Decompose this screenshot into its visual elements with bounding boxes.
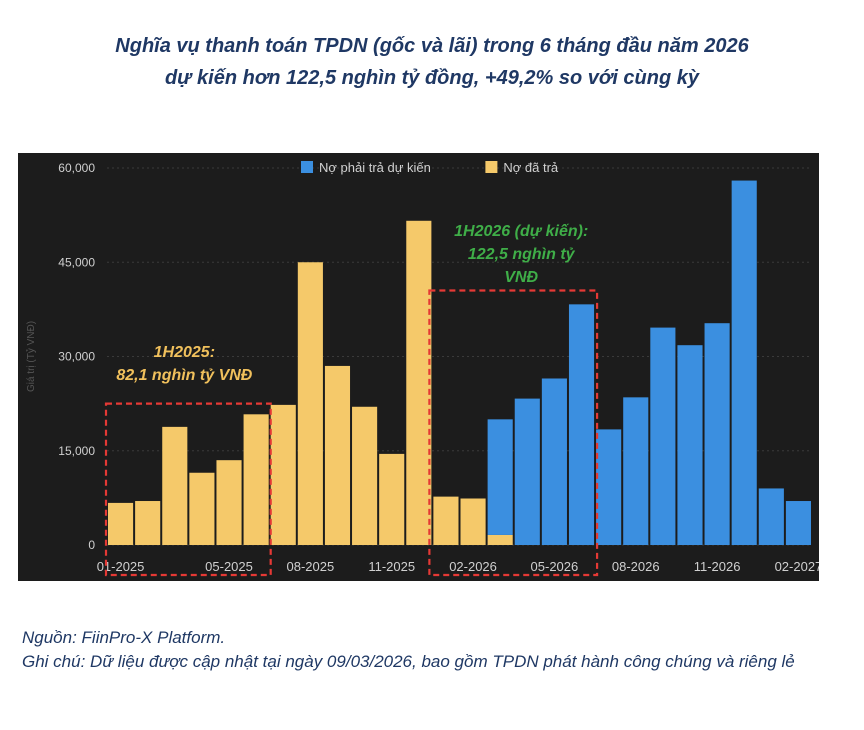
x-tick-label: 05-2025: [205, 559, 253, 574]
legend-swatch-paid: [485, 161, 498, 173]
bar-expected-10-2026: [677, 345, 703, 545]
note-label: Ghi chú:: [22, 652, 86, 671]
bar-expected-06-2026: [568, 304, 595, 545]
x-tick-label: 08-2026: [612, 559, 660, 574]
legend-swatch-expected: [301, 161, 313, 173]
bar-expected-11-2026: [704, 323, 730, 545]
y-tick-label: 0: [88, 538, 95, 552]
bar-paid-04-2025: [189, 472, 215, 545]
title-line-2: dự kiến hơn 122,5 nghìn tỷ đồng, +49,2% …: [164, 67, 700, 89]
y-axis-label: Giá trị (Tỷ VNĐ): [25, 321, 37, 392]
note-text: Ghi chú: Dữ liệu được cập nhật tại ngày …: [22, 650, 822, 674]
bar-paid-08-2025: [297, 262, 323, 545]
annotation-1h2025-line: 1H2025:: [154, 344, 215, 361]
bar-expected-12-2026: [731, 180, 757, 546]
bond-payment-chart: 0 15,000 30,000 45,000 60,000 Giá trị (Tỷ VNĐ…: [18, 153, 819, 581]
note-body: Dữ liệu được cập nhật tại ngày 09/03/202…: [85, 652, 795, 671]
legend-label-expected: Nợ phải trả dự kiến: [319, 160, 431, 175]
bar-paid-12-2025: [406, 220, 432, 545]
bar-paid-10-2025: [352, 406, 378, 545]
annotation-1h2026-line: 1H2026 (dự kiến):: [454, 223, 588, 240]
bar-expected-01-2027: [758, 488, 784, 545]
y-tick-label: 60,000: [58, 161, 95, 175]
bar-paid-02-2025: [135, 501, 161, 545]
legend-label-paid: Nợ đã trả: [503, 160, 559, 175]
x-tick-label: 01-2025: [97, 559, 145, 574]
x-tick-label: 02-2027: [775, 559, 819, 574]
bar-paid-02-2026: [460, 498, 486, 545]
bar-paid-05-2025: [216, 460, 242, 545]
x-tick-label: 08-2025: [287, 559, 335, 574]
x-tick-label: 11-2026: [694, 559, 741, 574]
annotation-1h2026-line: VNĐ: [504, 269, 538, 286]
bar-paid-03-2025: [162, 426, 188, 545]
y-tick-label: 15,000: [58, 444, 95, 458]
bar-expected-03-2026: [487, 419, 513, 535]
bar-expected-04-2026: [514, 398, 540, 545]
title-line-1: Nghĩa vụ thanh toán TPDN (gốc và lãi) tr…: [115, 35, 749, 57]
bar-paid-11-2025: [379, 453, 405, 545]
x-tick-label: 05-2026: [531, 559, 579, 574]
bar-paid-07-2025: [270, 404, 296, 545]
bar-expected-07-2026: [596, 429, 622, 545]
highlight-box-1h2025: [104, 402, 272, 577]
bar-expected-02-2027: [785, 501, 811, 545]
bar-paid-09-2025: [324, 365, 351, 545]
chart-title: Nghĩa vụ thanh toán TPDN (gốc và lãi) tr…: [0, 30, 864, 94]
bar-paid-03-2026: [487, 534, 513, 545]
annotation-1h2025-line: 82,1 nghìn tỷ VNĐ: [116, 367, 252, 384]
highlight-box-1h2026: [428, 289, 599, 577]
bar-paid-01-2025: [108, 502, 134, 545]
annotation-1h2026-line: 122,5 nghìn tỷ: [468, 246, 576, 263]
bar-expected-08-2026: [623, 397, 649, 545]
y-tick-label: 45,000: [58, 255, 95, 269]
bar-expected-05-2026: [541, 378, 567, 545]
x-tick-label: 02-2026: [449, 559, 497, 574]
bar-paid-06-2025: [243, 414, 269, 545]
bar-expected-09-2026: [650, 327, 676, 545]
bar-paid-01-2026: [433, 496, 459, 545]
x-tick-label: 11-2025: [368, 559, 415, 574]
y-tick-label: 30,000: [58, 350, 95, 364]
source-text: Nguồn: FiinPro-X Platform.: [22, 628, 226, 647]
footer: Nguồn: FiinPro-X Platform. Ghi chú: Dữ l…: [22, 626, 822, 674]
